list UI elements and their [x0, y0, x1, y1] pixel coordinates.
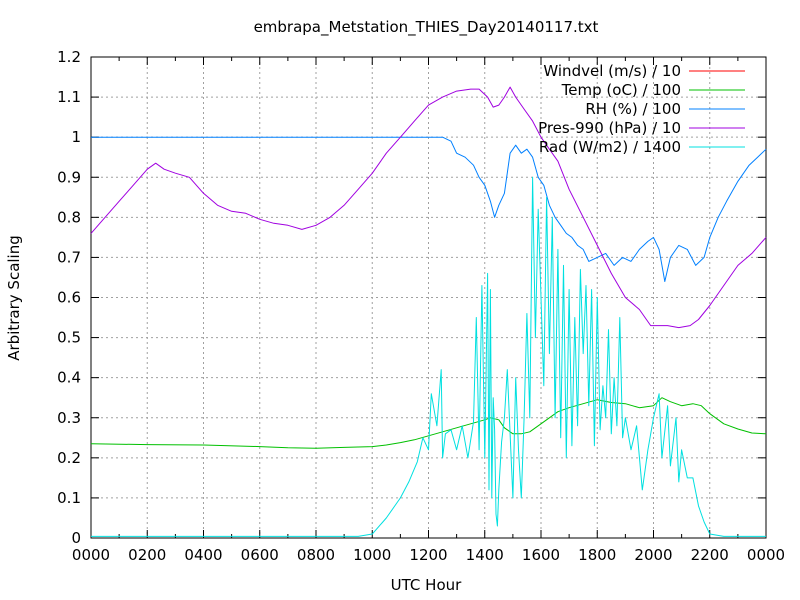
y-tick-label: 0.2 [57, 449, 81, 467]
y-tick-label: 0.4 [57, 369, 81, 387]
y-tick-label: 0.6 [57, 289, 81, 307]
x-tick-label: 1400 [466, 546, 504, 564]
y-tick-label: 0.5 [57, 329, 81, 347]
x-tick-label: 0200 [128, 546, 166, 564]
y-tick-label: 1 [71, 128, 81, 146]
x-tick-label: 1800 [578, 546, 616, 564]
x-tick-label: 1000 [353, 546, 391, 564]
x-tick-label: 0000 [72, 546, 110, 564]
x-tick-label: 0600 [241, 546, 279, 564]
chart-title: embrapa_Metstation_THIES_Day20140117.txt [254, 18, 599, 37]
y-tick-label: 1.2 [57, 48, 81, 66]
x-tick-label: 1600 [522, 546, 560, 564]
series-line-2 [90, 397, 767, 449]
x-axis-label: UTC Hour [391, 576, 462, 594]
y-tick-label: 0.7 [57, 248, 81, 266]
y-tick-label: 0.3 [57, 409, 81, 427]
y-tick-label: 0.9 [57, 168, 81, 186]
legend-label: Rad (W/m2) / 1400 [539, 138, 681, 156]
x-tick-label: 2200 [691, 546, 729, 564]
axis-ticks: 0 0.1 0.2 0.3 0.4 0.5 0.6 0.7 0.8 0.9 1 1.1 1.2 0000 0… [57, 48, 785, 564]
y-axis-label: Arbitrary Scaling [5, 235, 23, 361]
y-tick-label: 0.8 [57, 208, 81, 226]
legend-label: Temp (oC) / 100 [561, 81, 681, 99]
series-line-3 [91, 136, 767, 282]
series-lines [90, 86, 767, 537]
x-tick-label: 0000 [747, 546, 785, 564]
x-tick-label: 2000 [634, 546, 672, 564]
x-tick-label: 0800 [297, 546, 335, 564]
legend-label: RH (%) / 100 [585, 100, 681, 118]
y-tick-label: 1.1 [57, 88, 81, 106]
legend-label: Windvel (m/s) / 10 [543, 62, 681, 80]
x-tick-label: 0400 [184, 546, 222, 564]
series-line-4 [90, 86, 767, 329]
series-line-5 [91, 176, 766, 537]
y-tick-label: 0.1 [57, 489, 81, 507]
legend-label: Pres-990 (hPa) / 10 [538, 119, 681, 137]
x-tick-label: 1200 [409, 546, 447, 564]
y-tick-label: 0 [71, 529, 81, 547]
